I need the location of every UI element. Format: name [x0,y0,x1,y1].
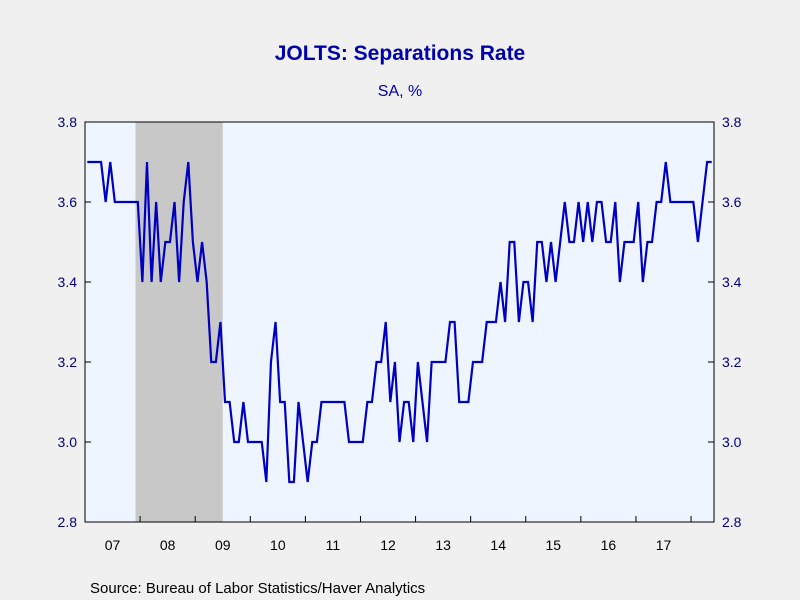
x-tick-label: 13 [435,537,451,553]
x-tick-label: 11 [326,537,341,553]
chart-subtitle: SA, % [378,83,422,100]
y-tick-label-left: 3.2 [58,354,78,370]
source-note: Source: Bureau of Labor Statistics/Haver… [90,580,425,597]
plot-border [84,121,715,523]
x-axis: 07 08 09 10 11 12 13 14 15 16 17 [105,516,692,553]
x-tick-label: 15 [546,537,562,553]
y-tick-label-left: 3.8 [58,114,78,130]
y-tick-label-right: 2.8 [722,514,742,530]
x-tick-label: 09 [215,537,231,553]
y-tick-label-left: 3.6 [58,194,78,210]
y-tick-label-right: 3.0 [722,434,742,450]
y-tick-label-left: 3.0 [58,434,78,450]
x-tick-label: 16 [601,537,617,553]
x-tick-label: 17 [656,537,672,553]
x-tick-label: 10 [270,537,286,553]
x-tick-label: 14 [490,537,506,553]
line-layer [87,160,712,484]
y-tick-label-right: 3.8 [722,114,742,130]
x-tick-label: 12 [380,537,396,553]
y-axis-right: 2.8 3.0 3.2 3.4 3.6 3.8 [708,114,742,530]
y-axis-left: 2.8 3.0 3.2 3.4 3.6 3.8 [58,114,91,530]
chart-title: JOLTS: Separations Rate [275,42,526,65]
x-tick-label: 07 [105,537,121,553]
y-tick-label-right: 3.2 [722,354,742,370]
x-tick-label: 08 [160,537,176,553]
y-tick-label-left: 3.4 [58,274,78,290]
y-tick-label-right: 3.4 [722,274,742,290]
y-tick-label-right: 3.6 [722,194,742,210]
series-line [87,160,712,484]
y-tick-label-left: 2.8 [58,514,78,530]
